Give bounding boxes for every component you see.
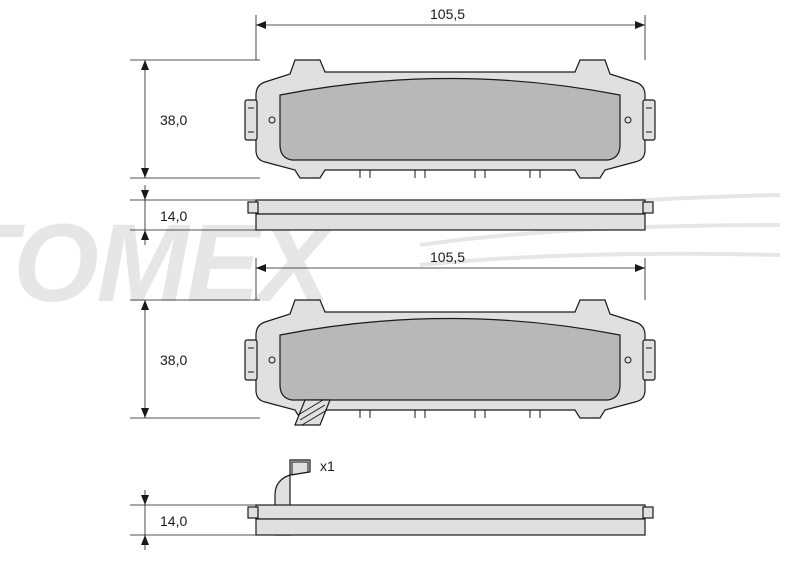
dim-width-bottom [256, 258, 645, 300]
top-side-view [130, 185, 653, 245]
dim-height-top [130, 60, 260, 178]
dim-width-top [256, 15, 645, 60]
bottom-pad-front [245, 300, 655, 425]
bottom-side-view [130, 490, 653, 550]
top-pad-front [245, 60, 655, 178]
dim-height-bottom [130, 300, 260, 418]
drawing-canvas [0, 0, 786, 581]
